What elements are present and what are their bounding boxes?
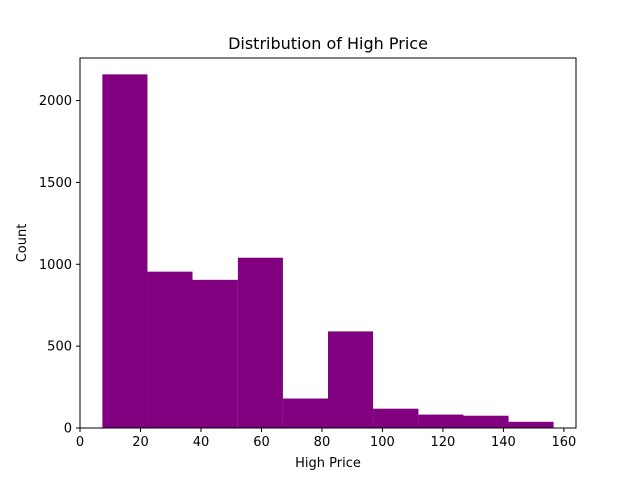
histogram-bar-0 — [102, 74, 148, 429]
x-tick-label: 80 — [314, 435, 331, 450]
histogram-bar-7 — [418, 414, 464, 428]
y-tick-label: 1000 — [39, 258, 72, 273]
bars-group — [102, 74, 554, 429]
y-tick-label: 2000 — [39, 94, 72, 109]
x-tick-label: 160 — [551, 435, 576, 450]
x-tick-label: 60 — [253, 435, 270, 450]
y-axis-label: Count — [15, 224, 30, 263]
histogram-bar-4 — [282, 398, 328, 428]
x-tick-label: 20 — [132, 435, 149, 450]
chart-title: Distribution of High Price — [228, 34, 428, 53]
histogram-bar-6 — [373, 408, 419, 428]
x-tick-label: 120 — [431, 435, 456, 450]
histogram-bar-8 — [463, 415, 509, 428]
x-axis-ticks: 0 20 40 60 80 100 120 140 160 — [76, 428, 576, 450]
x-axis-label: High Price — [295, 456, 361, 471]
x-tick-label: 40 — [193, 435, 210, 450]
histogram-bar-9 — [508, 421, 554, 428]
histogram-bar-5 — [328, 331, 374, 428]
x-tick-label: 0 — [76, 435, 84, 450]
histogram-bar-2 — [192, 279, 238, 428]
y-tick-label: 0 — [64, 422, 72, 437]
axes-frame — [79, 57, 577, 429]
histogram-bar-3 — [237, 257, 283, 428]
x-tick-label: 100 — [370, 435, 395, 450]
y-tick-label: 500 — [47, 340, 72, 355]
y-axis-ticks: 0 500 1000 1500 2000 — [39, 94, 80, 437]
y-tick-label: 1500 — [39, 176, 72, 191]
histogram-bar-1 — [147, 271, 193, 428]
x-tick-label: 140 — [491, 435, 516, 450]
